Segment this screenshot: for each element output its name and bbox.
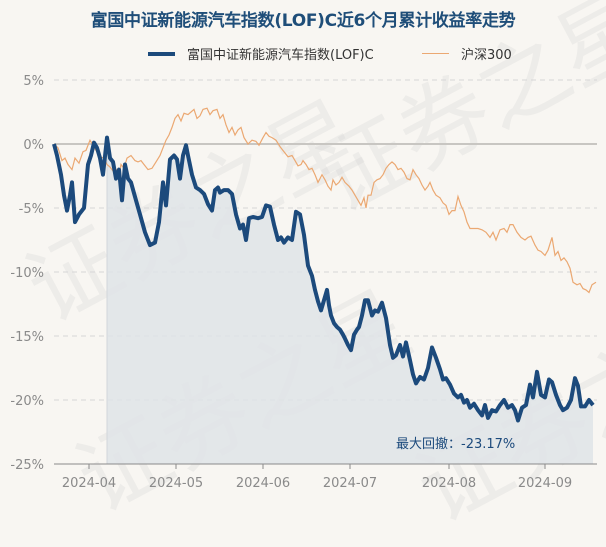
x-tick-label: 2024-05 (149, 476, 203, 491)
legend-item-fund: 富国中证新能源汽车指数(LOF)C (148, 44, 374, 63)
drawdown-shade (106, 137, 593, 464)
y-tick-label: -5% (19, 202, 44, 217)
max-drawdown-annotation: 最大回撤：-23.17% (396, 436, 515, 452)
x-tick-label: 2024-07 (323, 476, 377, 491)
legend-swatch-index (422, 53, 449, 54)
y-tick-label: -25% (10, 458, 44, 473)
x-axis: 2024-04 2024-05 2024-06 2024-07 2024-08 2024-… (54, 463, 597, 491)
y-tick-label: -15% (10, 330, 44, 345)
y-axis-ticks: 5% 0% -5% -10% -15% -20% -25% (10, 74, 44, 473)
y-tick-label: -10% (10, 266, 44, 281)
x-tick-label: 2024-04 (62, 476, 116, 491)
series-lines (52, 107, 597, 423)
y-tick-label: 5% (23, 74, 44, 89)
x-tick-label: 2024-09 (518, 476, 572, 491)
y-tick-label: -20% (10, 394, 44, 409)
line-chart: 5%0%-5%-10%-15%-20%-25% 2024-04 2024-05 20… (10, 74, 597, 491)
chart-title: 富国中证新能源汽车指数(LOF)C近6个月累计收益率走势 (90, 11, 516, 31)
legend-label-index: 沪深300 (461, 48, 512, 63)
x-tick-label: 2024-06 (236, 476, 290, 491)
series-line-hs300 (53, 107, 597, 294)
series-line-fund (52, 135, 595, 423)
legend-swatch-fund (148, 51, 175, 56)
legend-label-fund: 富国中证新能源汽车指数(LOF)C (187, 48, 374, 63)
legend: 富国中证新能源汽车指数(LOF)C 沪深300 (0, 44, 606, 63)
x-tick-label: 2024-08 (422, 476, 476, 491)
y-tick-label: 0% (23, 138, 44, 153)
drawdown-area (107, 137, 593, 464)
legend-item-index: 沪深300 (422, 44, 512, 63)
